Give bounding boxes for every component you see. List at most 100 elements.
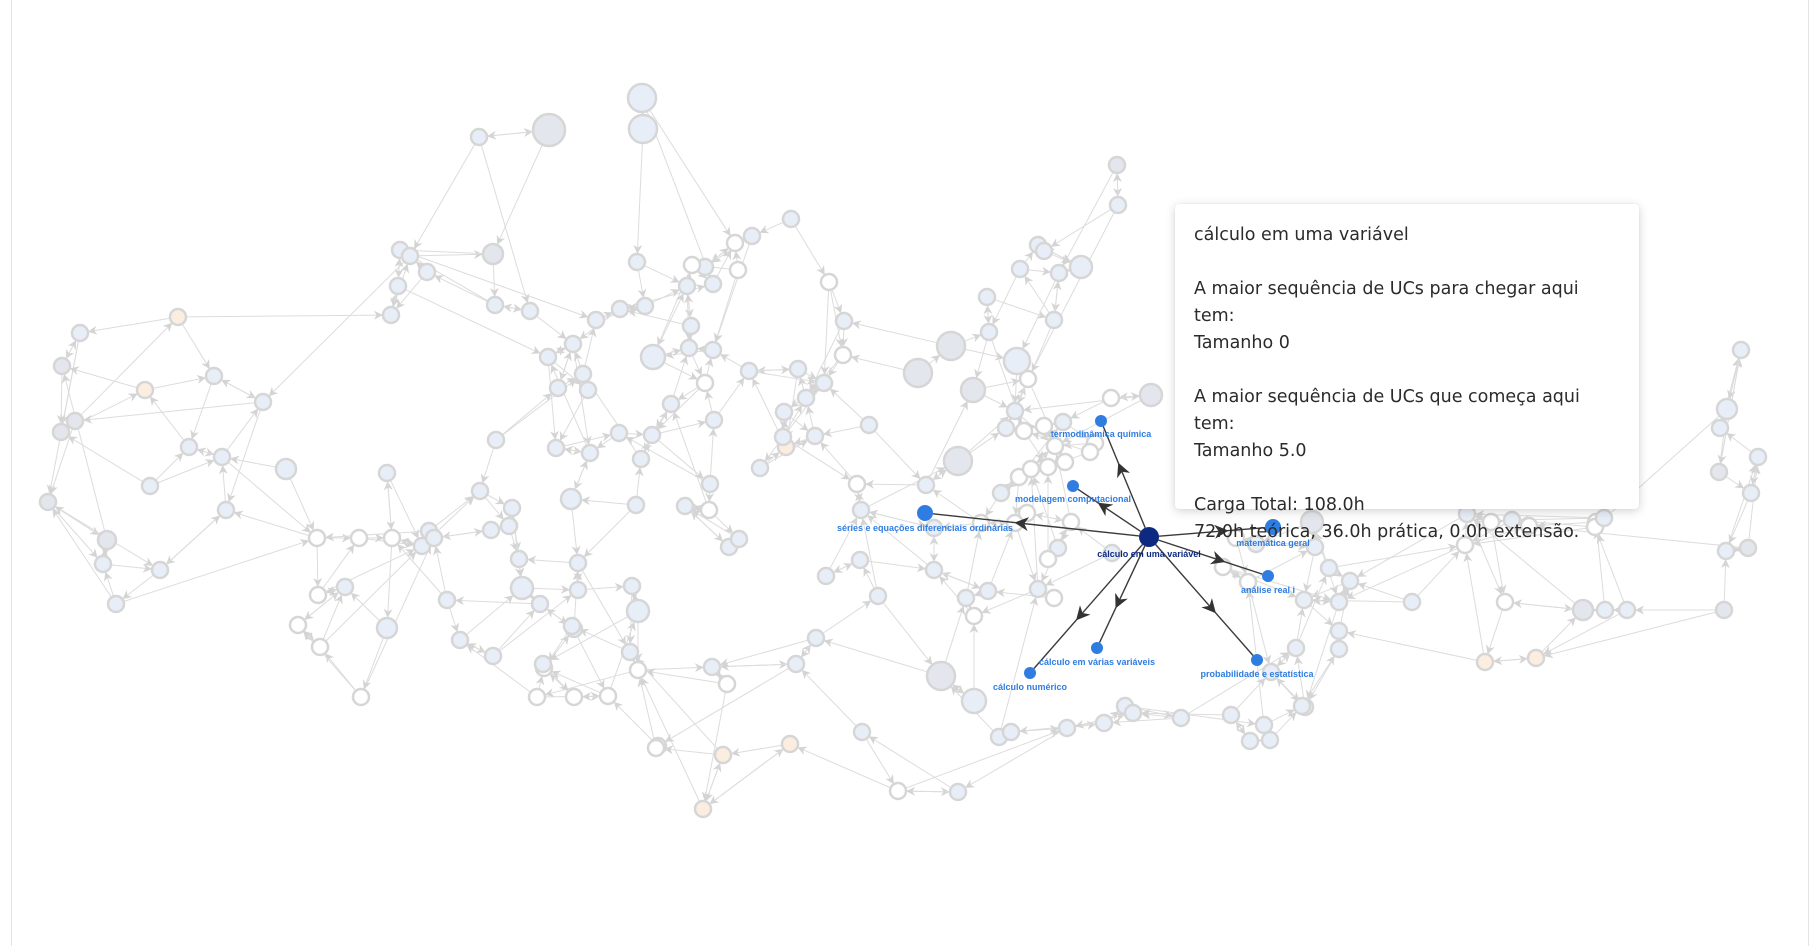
faded-node[interactable] — [1057, 718, 1077, 738]
faded-node[interactable] — [568, 553, 588, 573]
faded-node[interactable] — [1305, 537, 1325, 557]
faded-node[interactable] — [996, 418, 1016, 438]
faded-node[interactable] — [381, 305, 401, 325]
faded-node[interactable] — [916, 475, 936, 495]
faded-node[interactable] — [1044, 588, 1064, 608]
faded-node[interactable] — [1061, 512, 1081, 532]
faded-node[interactable] — [626, 82, 658, 114]
faded-node[interactable] — [51, 422, 71, 442]
faded-node[interactable] — [1714, 600, 1734, 620]
faded-node[interactable] — [1617, 600, 1637, 620]
faded-node[interactable] — [1240, 731, 1260, 751]
faded-node[interactable] — [135, 380, 155, 400]
faded-node[interactable] — [1010, 259, 1030, 279]
faded-node[interactable] — [1710, 418, 1730, 438]
faded-node[interactable] — [774, 402, 794, 422]
node-modcomp[interactable] — [1067, 480, 1079, 492]
faded-node[interactable] — [700, 474, 720, 494]
faded-node[interactable] — [620, 642, 640, 662]
faded-node[interactable] — [1340, 571, 1360, 591]
faded-node[interactable] — [699, 500, 719, 520]
faded-node[interactable] — [1044, 310, 1064, 330]
faded-node[interactable] — [628, 660, 648, 680]
faded-node[interactable] — [1402, 592, 1422, 612]
faded-node[interactable] — [568, 580, 588, 600]
faded-node[interactable] — [704, 410, 724, 430]
faded-node[interactable] — [1299, 509, 1325, 535]
faded-node[interactable] — [1034, 416, 1054, 436]
node-analise[interactable] — [1262, 570, 1274, 582]
faded-node[interactable] — [1571, 598, 1595, 622]
faded-node[interactable] — [631, 449, 651, 469]
faded-node[interactable] — [806, 628, 826, 648]
faded-node[interactable] — [1716, 541, 1736, 561]
faded-node[interactable] — [960, 687, 988, 715]
faded-node[interactable] — [562, 616, 582, 636]
faded-node[interactable] — [609, 423, 629, 443]
faded-node[interactable] — [1107, 155, 1127, 175]
faded-node[interactable] — [417, 262, 437, 282]
faded-node[interactable] — [106, 594, 126, 614]
faded-node[interactable] — [991, 483, 1011, 503]
faded-node[interactable] — [38, 492, 58, 512]
faded-node[interactable] — [773, 427, 793, 447]
faded-node[interactable] — [1246, 534, 1266, 554]
faded-node[interactable] — [450, 630, 470, 650]
faded-node[interactable] — [382, 528, 402, 548]
node-series[interactable] — [917, 505, 933, 521]
faded-node[interactable] — [978, 581, 998, 601]
faded-node[interactable] — [703, 274, 723, 294]
node-calcvar[interactable] — [1091, 642, 1103, 654]
faded-node[interactable] — [1001, 722, 1021, 742]
faded-node[interactable] — [216, 500, 236, 520]
faded-node[interactable] — [499, 516, 519, 536]
faded-node[interactable] — [695, 373, 715, 393]
faded-node[interactable] — [942, 445, 974, 477]
node-probest[interactable] — [1251, 654, 1263, 666]
faded-node[interactable] — [1455, 535, 1475, 555]
faded-node[interactable] — [1519, 516, 1539, 536]
faded-node[interactable] — [502, 498, 522, 518]
faded-node[interactable] — [847, 474, 867, 494]
faded-node[interactable] — [375, 616, 399, 640]
faded-node[interactable] — [546, 438, 566, 458]
faded-node[interactable] — [1260, 730, 1280, 750]
faded-node[interactable] — [1045, 436, 1065, 456]
faded-node[interactable] — [888, 781, 908, 801]
faded-node[interactable] — [948, 782, 968, 802]
faded-node[interactable] — [956, 588, 976, 608]
faded-node[interactable] — [1495, 592, 1515, 612]
faded-node[interactable] — [1261, 662, 1281, 682]
faded-node[interactable] — [1002, 346, 1032, 376]
faded-node[interactable] — [1018, 369, 1038, 389]
faded-node[interactable] — [1094, 713, 1114, 733]
faded-node[interactable] — [750, 458, 770, 478]
faded-node[interactable] — [814, 373, 834, 393]
faded-node[interactable] — [1102, 543, 1122, 563]
faded-node[interactable] — [1292, 696, 1312, 716]
faded-node[interactable] — [481, 242, 505, 266]
faded-node[interactable] — [509, 575, 535, 601]
faded-node[interactable] — [469, 127, 489, 147]
faded-node[interactable] — [377, 463, 397, 483]
node-termo[interactable] — [1095, 415, 1107, 427]
faded-node[interactable] — [1014, 421, 1034, 441]
faded-node[interactable] — [150, 560, 170, 580]
faded-node[interactable] — [1101, 388, 1121, 408]
faded-node[interactable] — [140, 476, 160, 496]
faded-node[interactable] — [935, 330, 967, 362]
faded-node[interactable] — [253, 392, 273, 412]
faded-node[interactable] — [702, 657, 722, 677]
node-matger[interactable] — [1265, 519, 1281, 535]
faded-node[interactable] — [351, 687, 371, 707]
faded-node[interactable] — [349, 528, 369, 548]
faded-node[interactable] — [1329, 621, 1349, 641]
faded-node[interactable] — [833, 345, 853, 365]
faded-node[interactable] — [1475, 652, 1495, 672]
faded-node[interactable] — [780, 734, 800, 754]
faded-node[interactable] — [1221, 705, 1241, 725]
faded-node[interactable] — [274, 457, 298, 481]
faded-node[interactable] — [509, 549, 529, 569]
faded-node[interactable] — [1055, 452, 1075, 472]
